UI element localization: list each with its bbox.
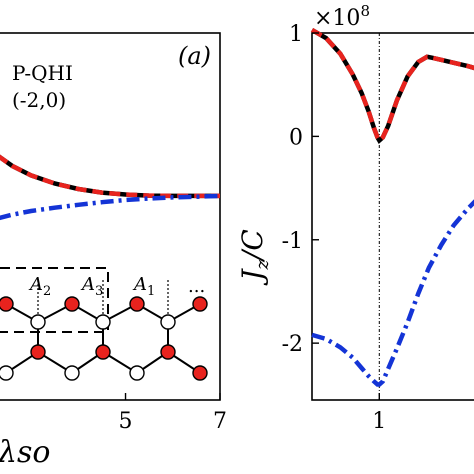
- y-tick-label: 1: [289, 22, 303, 47]
- x-axis-label: λso: [0, 435, 50, 470]
- panel-b: 1 0 -1 -2 1 ×108 Jz/C: [236, 2, 474, 434]
- lattice-atom: [129, 365, 145, 381]
- phase-label: P-QHI: [12, 61, 73, 85]
- lattice-atom: [0, 296, 14, 312]
- inset-site-label: A3: [80, 274, 103, 299]
- series-line-dashdot: [311, 199, 474, 387]
- chern-label: (-2,0): [12, 88, 66, 112]
- x-tick-label: 5: [119, 409, 133, 434]
- lattice-atom: [30, 314, 46, 330]
- y-multiplier: ×108: [314, 2, 370, 31]
- x-tick-label: 7: [213, 409, 227, 434]
- lattice-atom: [160, 344, 176, 360]
- series-line-dashdot: [0, 193, 221, 221]
- lattice-atom: [95, 344, 111, 360]
- lattice-atom: [0, 365, 14, 381]
- series-line-solid: [310, 27, 474, 145]
- lattice-atom: [192, 296, 208, 312]
- y-tick-label: 0: [289, 125, 303, 150]
- series-line-dashed: [310, 27, 474, 145]
- inset-site-label: A2: [28, 274, 51, 299]
- panel-b-frame: [311, 32, 474, 401]
- lattice-atom: [30, 344, 46, 360]
- x-tick-label: 1: [372, 409, 386, 434]
- y-tick-label: -1: [282, 229, 303, 254]
- y-axis-label: Jz/C: [236, 229, 273, 286]
- inset-site-label: ...: [188, 276, 205, 297]
- lattice-atom: [192, 365, 208, 381]
- inset-dashed-box: [0, 267, 109, 333]
- series-line-dashed: [0, 154, 220, 199]
- lattice-inset: A2 A3 A1...: [0, 267, 208, 381]
- lattice-atom: [160, 314, 176, 330]
- panel-b-series: [310, 27, 474, 387]
- panel-a-series: [0, 154, 221, 221]
- panel-b-x-ticks: 1: [372, 393, 386, 434]
- lattice-atom: [64, 365, 80, 381]
- panel-a-frame: [0, 32, 221, 401]
- lattice-atom: [95, 314, 111, 330]
- panel-label: (a): [178, 42, 211, 70]
- panel-b-y-ticks: 1 0 -1 -2: [282, 22, 319, 357]
- lattice-atom: [64, 296, 80, 312]
- lattice-atom: [129, 296, 145, 312]
- inset-site-label: A1: [132, 274, 155, 299]
- y-tick-label: -2: [282, 332, 303, 357]
